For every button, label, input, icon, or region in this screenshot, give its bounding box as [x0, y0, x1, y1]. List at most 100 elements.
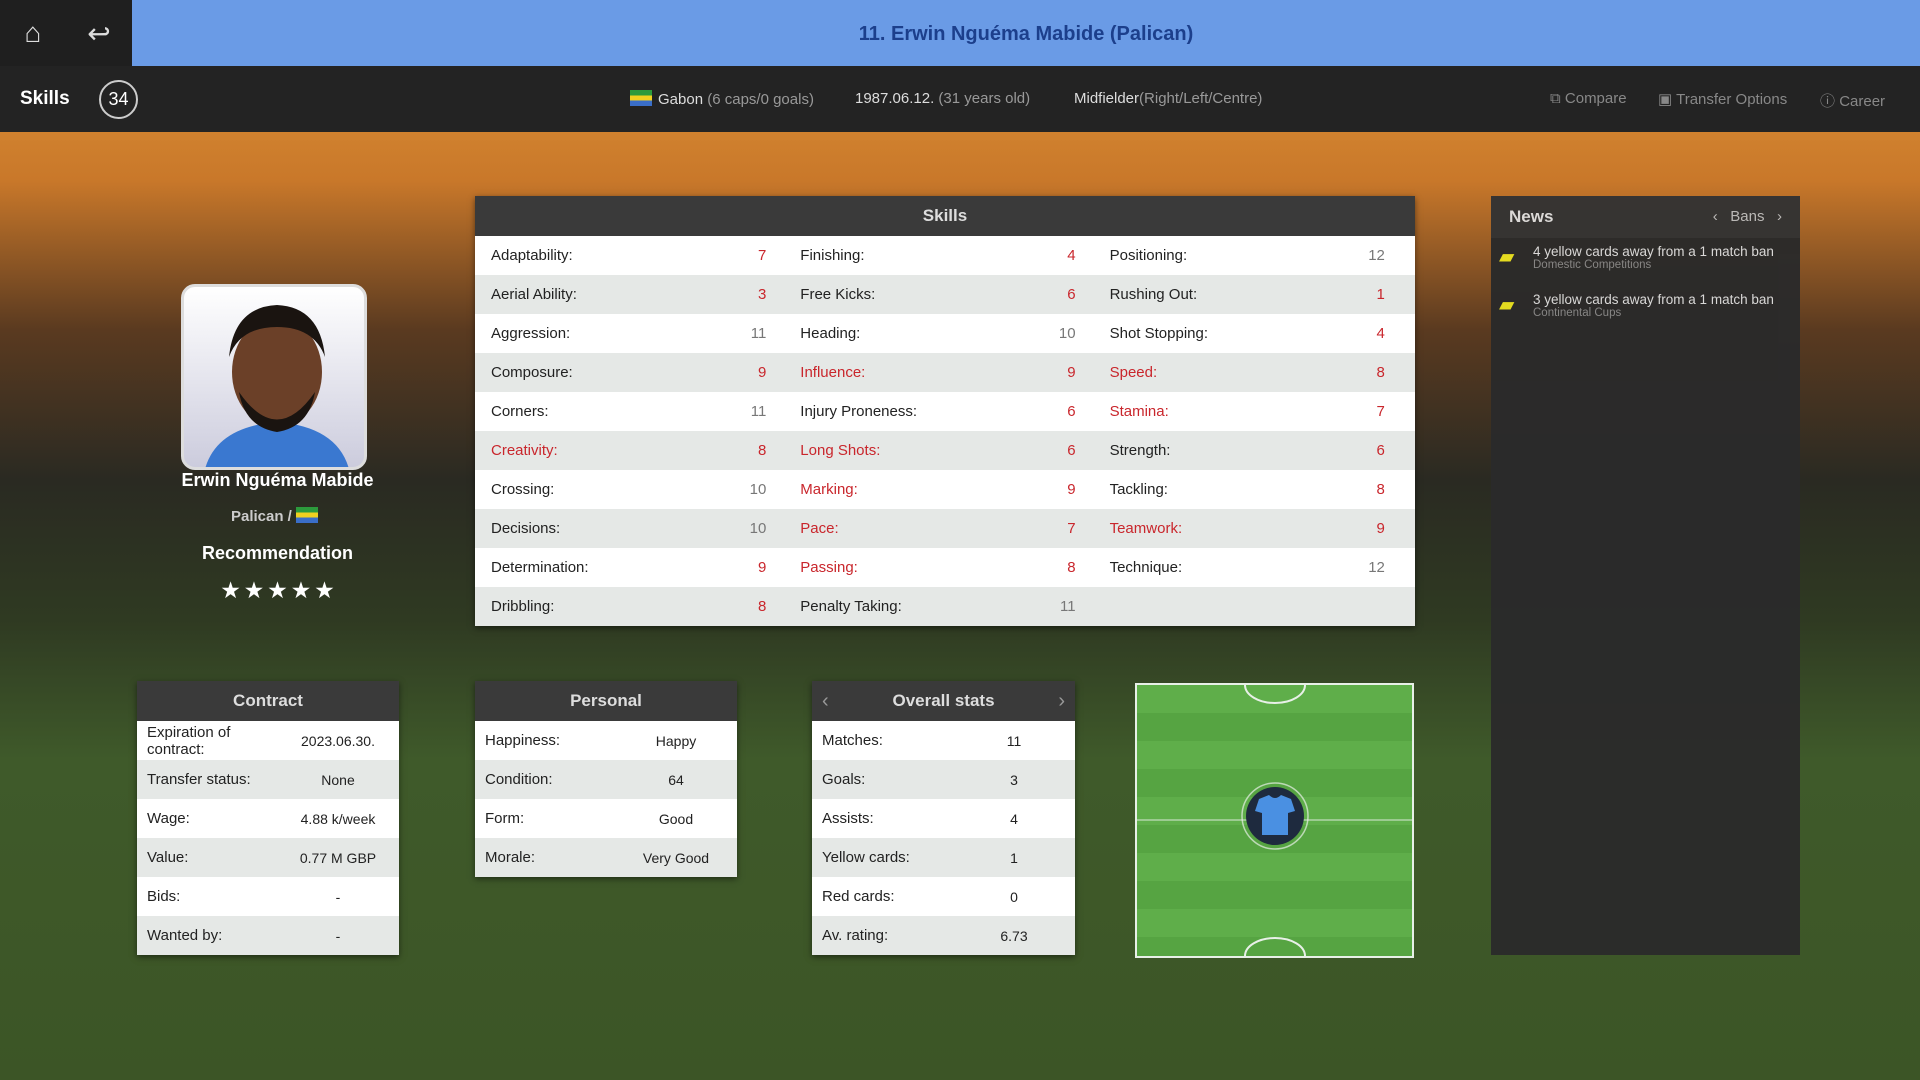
chevron-left-icon[interactable]: ‹ — [1712, 208, 1718, 225]
row-label: Form: — [485, 810, 525, 827]
position-detail: (Right/Left/Centre) — [1139, 90, 1263, 107]
skill-label: Pace: — [800, 520, 839, 537]
player-club[interactable]: Palican / — [100, 507, 455, 525]
skills-row: Decisions: 10 Pace: 7 Teamwork: 9 — [475, 509, 1415, 548]
nationality: Gabon (6 caps/0 goals) — [630, 90, 814, 108]
overall-title: Overall stats — [892, 691, 995, 710]
gabon-flag-icon — [296, 507, 319, 523]
skill-cell: Injury Proneness: 6 — [790, 403, 1099, 420]
skill-cell: Strength: 6 — [1100, 442, 1409, 459]
row-value: Good — [658, 810, 694, 827]
row-label: Red cards: — [822, 888, 895, 905]
position-pitch — [1135, 683, 1414, 958]
skill-label: Shot Stopping: — [1109, 325, 1209, 342]
contract-header: Contract — [137, 681, 399, 721]
skill-label: Composure: — [491, 364, 573, 381]
chevron-right-icon[interactable]: › — [1058, 690, 1065, 712]
skill-label: Technique: — [1109, 559, 1183, 576]
chevron-right-icon[interactable]: › — [1777, 208, 1782, 225]
player-avatar — [181, 284, 367, 470]
skill-cell: Free Kicks: 6 — [790, 286, 1099, 303]
row-label: Wanted by: — [147, 927, 223, 944]
skill-value: 7 — [1067, 520, 1076, 537]
skill-value: 6 — [1067, 442, 1076, 459]
player-shirt-icon — [1246, 787, 1304, 845]
skill-value: 7 — [1376, 403, 1385, 420]
row-label: Condition: — [485, 771, 553, 788]
skill-label: Aggression: — [491, 325, 571, 342]
overall-row: Assists: 4 — [812, 799, 1075, 838]
skill-value: 1 — [1376, 286, 1385, 303]
row-label: Av. rating: — [822, 927, 889, 944]
overall-row: Red cards: 0 — [812, 877, 1075, 916]
personal-panel: Personal Happiness: Happy Condition: 64 Form… — [475, 681, 737, 877]
news-subtext: Domestic Competitions — [1533, 259, 1652, 271]
news-text: 3 yellow cards away from a 1 match ban — [1533, 292, 1774, 307]
skill-cell: Finishing: 4 — [790, 247, 1099, 264]
row-label: Bids: — [147, 888, 181, 905]
row-value: 3 — [1010, 771, 1018, 788]
transfer-options-button[interactable]: ▣ Transfer Options — [1658, 90, 1787, 108]
skills-row: Dribbling: 8 Penalty Taking: 11 — [475, 587, 1415, 626]
skills-header: Skills — [475, 196, 1415, 236]
skill-label: Strength: — [1109, 442, 1171, 459]
skill-cell: Aerial Ability: 3 — [481, 286, 790, 303]
skill-value: 9 — [1067, 481, 1076, 498]
birth-date: 1987.06.12. (31 years old) — [855, 90, 1030, 107]
compare-label: Compare — [1564, 90, 1627, 107]
overall-stats-panel: ‹ Overall stats › Matches: 11 Goals: 3 Assists… — [812, 681, 1075, 955]
skill-cell: Heading: 10 — [790, 325, 1099, 342]
overall-row: Matches: 11 — [812, 721, 1075, 760]
row-label: Expiration of contract: — [147, 723, 231, 758]
skill-value: 9 — [757, 364, 767, 381]
row-value: Very Good — [642, 849, 710, 866]
skill-cell: Determination: 9 — [481, 559, 790, 576]
row-value: None — [321, 771, 355, 788]
compare-button[interactable]: ⧉ Compare — [1550, 90, 1627, 107]
skill-label: Stamina: — [1109, 403, 1169, 420]
home-icon[interactable]: ⌂ — [24, 17, 42, 48]
skill-value: 11 — [750, 325, 767, 342]
news-category-selector[interactable]: ‹ Bans › — [1713, 196, 1782, 238]
compare-icon: ⧉ — [1550, 90, 1561, 107]
player-name: Erwin Nguéma Mabide — [181, 470, 374, 490]
skill-label: Influence: — [800, 364, 866, 381]
skill-label: Dribbling: — [491, 598, 555, 615]
skill-label: Teamwork: — [1109, 520, 1183, 537]
back-icon[interactable]: ↩ — [87, 17, 111, 49]
row-value: 1 — [1010, 849, 1018, 866]
skill-value: 9 — [757, 559, 767, 576]
row-label: Goals: — [822, 771, 866, 788]
skill-cell: Technique: 12 — [1100, 559, 1409, 576]
skills-row: Crossing: 10 Marking: 9 Tackling: 8 — [475, 470, 1415, 509]
row-label: Assists: — [822, 810, 874, 827]
skills-panel: Skills Adaptability: 7 Finishing: 4 Position… — [475, 196, 1415, 626]
news-item[interactable]: ▰ 4 yellow cards away from a 1 match ban D… — [1491, 238, 1800, 286]
skill-cell: Shot Stopping: 4 — [1100, 325, 1409, 342]
skill-label: Aerial Ability: — [491, 286, 577, 303]
row-label: Morale: — [485, 849, 536, 866]
skill-value: 11 — [1060, 598, 1076, 615]
skill-label: Rushing Out: — [1109, 286, 1198, 303]
skill-cell: Creativity: 8 — [481, 442, 790, 459]
overall-row: Yellow cards: 1 — [812, 838, 1075, 877]
birth: 1987.06.12. — [855, 90, 935, 107]
skill-value: 8 — [757, 598, 767, 615]
news-item[interactable]: ▰ 3 yellow cards away from a 1 match ban C… — [1491, 286, 1800, 334]
position: Midfielder(Right/Left/Centre) — [1074, 90, 1262, 107]
skill-label: Tackling: — [1109, 481, 1168, 498]
skill-cell: Passing: 8 — [790, 559, 1099, 576]
news-panel: News ‹ Bans › ▰ 4 yellow cards away from … — [1491, 196, 1800, 955]
skill-value: 10 — [749, 520, 767, 537]
skill-cell: Decisions: 10 — [481, 520, 790, 537]
skill-value: 12 — [1368, 559, 1385, 576]
info-icon: ⓘ — [1820, 93, 1836, 110]
chevron-left-icon[interactable]: ‹ — [822, 690, 829, 712]
career-button[interactable]: ⓘ Career — [1820, 90, 1885, 111]
skills-row: Aerial Ability: 3 Free Kicks: 6 Rushing Out:… — [475, 275, 1415, 314]
skill-cell: Crossing: 10 — [481, 481, 790, 498]
skill-label: Marking: — [800, 481, 858, 498]
skills-row: Determination: 9 Passing: 8 Technique: 12 — [475, 548, 1415, 587]
skill-value: 6 — [1067, 286, 1076, 303]
skill-value: 8 — [1376, 481, 1385, 498]
